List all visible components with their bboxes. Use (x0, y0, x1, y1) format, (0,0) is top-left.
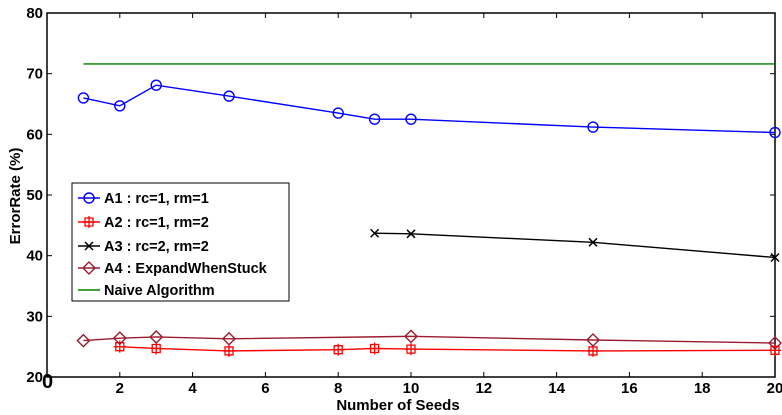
data-point (406, 229, 416, 239)
series-line (83, 335, 776, 344)
legend: A1 : rc=1, rm=1 A2 : rc=1, rm=2 A3 : rc=2,… (71, 182, 290, 302)
x-tick-label: 16 (621, 380, 638, 397)
data-point (150, 79, 162, 91)
data-point (149, 329, 164, 344)
y-tick-label: 40 (26, 248, 43, 265)
y-tick-label: 50 (26, 187, 43, 204)
data-point (368, 342, 381, 355)
legend-label: A1 : rc=1, rm=1 (104, 191, 209, 207)
data-point (588, 237, 598, 247)
data-point (223, 344, 235, 357)
data-point (770, 252, 780, 263)
x-tick-label: 2 (116, 380, 124, 397)
data-point (769, 344, 781, 357)
data-point (77, 92, 90, 104)
series-line (374, 232, 776, 259)
legend-marker (84, 241, 94, 251)
data-point (222, 331, 236, 346)
legend-label: A2 : rc=1, rm=2 (104, 215, 209, 231)
data-point (587, 121, 599, 133)
data-point (405, 343, 417, 356)
legend-item: A3 : rc=2, rm=2 (78, 239, 209, 255)
legend-item: A2 : rc=1, rm=2 (78, 215, 209, 231)
series-line (119, 345, 776, 352)
axis-origin-label: 0 (42, 371, 53, 393)
series-1 (77, 79, 781, 139)
legend-marker (83, 216, 95, 228)
legend-box (71, 182, 290, 302)
data-point (405, 113, 417, 125)
y-tick-label: 60 (26, 126, 43, 143)
legend-item: Naive Algorithm (78, 283, 215, 299)
y-tick-label: 30 (26, 308, 43, 325)
series-4 (76, 329, 782, 351)
data-point (223, 90, 235, 102)
x-tick-label: 14 (548, 380, 565, 397)
x-tick-label: 12 (475, 380, 492, 397)
data-point (769, 126, 781, 139)
y-axis-title: ErrorRate (%) (7, 148, 24, 245)
series-3 (370, 228, 780, 263)
data-point (76, 333, 91, 348)
data-point (368, 113, 381, 125)
data-point (113, 340, 126, 353)
data-point (332, 107, 344, 119)
legend-item: A1 : rc=1, rm=1 (78, 191, 209, 207)
x-axis-title: Number of Seeds (336, 397, 459, 414)
legend-label: A3 : rc=2, rm=2 (104, 239, 209, 255)
legend-marker (83, 192, 95, 204)
series-line (83, 84, 776, 134)
y-tick-label: 20 (26, 369, 43, 386)
data-point (370, 228, 380, 238)
legend-item: A4 : ExpandWhenStuck (78, 261, 268, 277)
y-tick-label: 70 (26, 66, 43, 83)
data-point (150, 342, 163, 355)
x-tick-label: 6 (261, 380, 269, 397)
x-tick-label: 8 (334, 380, 342, 397)
x-tick-label: 10 (403, 380, 420, 397)
x-tick-label: 20 (767, 380, 782, 397)
data-point (112, 331, 127, 346)
axis-ticks: 2 4 6 8 10 12 14 16 18 20 20 30 40 50 60 70 80 (26, 5, 782, 397)
data-point (332, 343, 345, 356)
x-tick-label: 18 (694, 380, 711, 397)
data-point (114, 100, 126, 112)
data-point (768, 336, 782, 351)
data-point (404, 329, 418, 344)
x-tick-label: 4 (188, 380, 197, 397)
y-tick-label: 80 (26, 5, 43, 22)
series-2 (113, 340, 781, 357)
legend-label: A4 : ExpandWhenStuck (104, 261, 268, 277)
legend-label: Naive Algorithm (104, 283, 215, 299)
data-point (586, 333, 600, 347)
series-layer (76, 63, 782, 357)
legend-marker (82, 261, 96, 275)
